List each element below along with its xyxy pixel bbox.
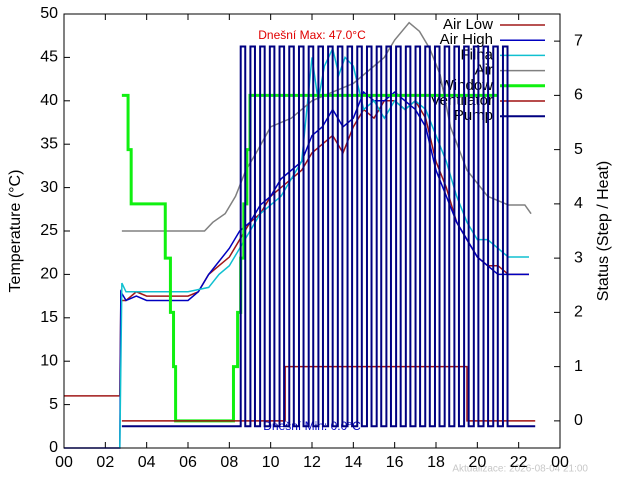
x-tick-label: 12 [303,454,321,471]
legend-label: Air Low [443,16,493,33]
min-annotation: Dnešní Min: 0.0°C [263,419,361,433]
x-tick-label: 00 [55,454,73,471]
y-tick-label: 20 [40,266,58,283]
plot-border [63,13,561,449]
x-tick-label: 10 [262,454,280,471]
y-tick-label: 40 [40,92,58,109]
y2-tick-label: 2 [574,304,583,321]
x-tick-label: 14 [344,454,362,471]
y-tick-label: 25 [40,222,58,239]
y2-tick-label: 4 [574,195,583,212]
y2-axis-label: Status (Step / Heat) [595,161,612,302]
y-tick-label: 15 [40,309,58,326]
y-tick-label: 50 [40,5,58,22]
y-tick-label: 35 [40,135,58,152]
y-tick-label: 0 [49,439,58,456]
x-tick-label: 16 [386,454,404,471]
y2-tick-label: 7 [574,32,583,49]
legend-label: Window [440,77,494,94]
series-line [64,90,529,449]
y-tick-label: 10 [40,352,58,369]
x-tick-label: 02 [96,454,114,471]
max-annotation: Dnešní Max: 47.0°C [258,28,366,42]
y2-tick-label: 5 [574,141,583,158]
y2-tick-label: 6 [574,87,583,104]
x-tick-label: 20 [468,454,486,471]
y2-tick-label: 1 [574,358,583,375]
y-tick-label: 30 [40,179,58,196]
x-tick-label: 00 [551,454,569,471]
y2-tick-label: 3 [574,249,583,266]
x-tick-label: 22 [510,454,528,471]
series-line [121,45,536,428]
series-line [121,21,532,232]
series-line [64,99,529,397]
y-axis-label: Temperature (°C) [7,170,24,293]
legend-label: Air High [440,31,493,48]
y-tick-label: 45 [40,49,58,66]
footer: Aktualizace: 2026-08-04 21:00 [452,464,588,475]
x-tick-label: 18 [427,454,445,471]
x-tick-label: 06 [179,454,197,471]
x-tick-label: 08 [220,454,238,471]
y2-tick-label: 0 [574,412,583,429]
y-tick-label: 5 [49,396,58,413]
x-tick-label: 04 [138,454,156,471]
